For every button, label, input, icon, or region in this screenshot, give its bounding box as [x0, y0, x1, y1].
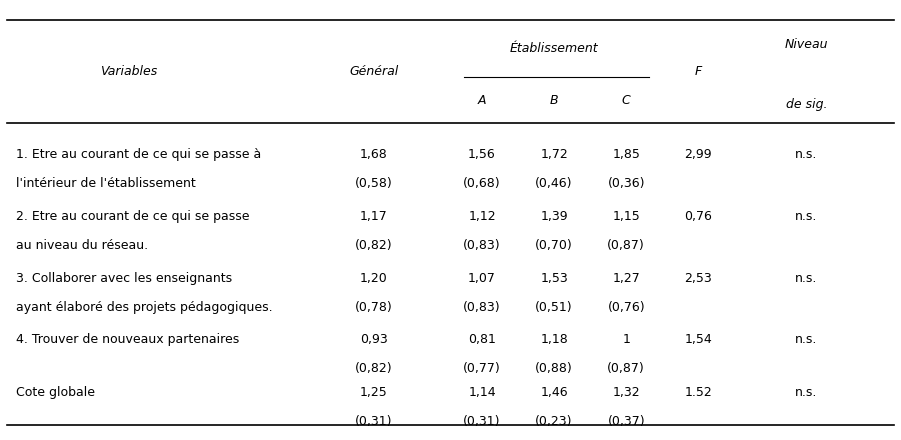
Text: 1,32: 1,32 — [613, 386, 640, 399]
Text: (0,46): (0,46) — [535, 177, 573, 191]
Text: (0,83): (0,83) — [463, 239, 501, 252]
Text: 1,56: 1,56 — [469, 148, 496, 161]
Text: 1: 1 — [623, 333, 630, 346]
Text: (0,37): (0,37) — [607, 415, 645, 428]
Text: Cote globale: Cote globale — [16, 386, 96, 399]
Text: 1,25: 1,25 — [360, 386, 387, 399]
Text: ayant élaboré des projets pédagogiques.: ayant élaboré des projets pédagogiques. — [16, 301, 273, 314]
Text: 1,20: 1,20 — [360, 271, 387, 285]
Text: 1,07: 1,07 — [469, 271, 496, 285]
Text: (0,51): (0,51) — [535, 301, 573, 314]
Text: A: A — [478, 94, 487, 106]
Text: 1,46: 1,46 — [541, 386, 568, 399]
Text: 1,53: 1,53 — [541, 271, 568, 285]
Text: 2,53: 2,53 — [685, 271, 712, 285]
Text: (0,31): (0,31) — [355, 415, 393, 428]
Text: 2,99: 2,99 — [685, 148, 712, 161]
Text: 1,54: 1,54 — [685, 333, 712, 346]
Text: Niveau: Niveau — [785, 37, 828, 51]
Text: (0,23): (0,23) — [535, 415, 573, 428]
Text: 3. Collaborer avec les enseignants: 3. Collaborer avec les enseignants — [16, 271, 232, 285]
Text: 0,93: 0,93 — [360, 333, 387, 346]
Text: (0,68): (0,68) — [463, 177, 501, 191]
Text: 1,18: 1,18 — [541, 333, 568, 346]
Text: Général: Général — [350, 65, 398, 78]
Text: (0,82): (0,82) — [355, 239, 393, 252]
Text: n.s.: n.s. — [796, 148, 817, 161]
Text: n.s.: n.s. — [796, 386, 817, 399]
Text: 1,17: 1,17 — [360, 210, 387, 223]
Text: 0,81: 0,81 — [469, 333, 496, 346]
Text: (0,87): (0,87) — [607, 239, 645, 252]
Text: au niveau du réseau.: au niveau du réseau. — [16, 239, 149, 252]
Text: (0,70): (0,70) — [535, 239, 573, 252]
Text: 1,15: 1,15 — [613, 210, 640, 223]
Text: 1,72: 1,72 — [541, 148, 568, 161]
Text: 1,12: 1,12 — [469, 210, 496, 223]
Text: (0,31): (0,31) — [463, 415, 501, 428]
Text: Établissement: Établissement — [510, 42, 598, 55]
Text: (0,83): (0,83) — [463, 301, 501, 314]
Text: 0,76: 0,76 — [685, 210, 712, 223]
Text: de sig.: de sig. — [786, 98, 827, 111]
Text: B: B — [550, 94, 559, 106]
Text: 1,85: 1,85 — [613, 148, 640, 161]
Text: C: C — [622, 94, 631, 106]
Text: 4. Trouver de nouveaux partenaires: 4. Trouver de nouveaux partenaires — [16, 333, 240, 346]
Text: 2. Etre au courant de ce qui se passe: 2. Etre au courant de ce qui se passe — [16, 210, 250, 223]
Text: n.s.: n.s. — [796, 333, 817, 346]
Text: 1,39: 1,39 — [541, 210, 568, 223]
Text: (0,82): (0,82) — [355, 362, 393, 375]
Text: n.s.: n.s. — [796, 271, 817, 285]
Text: (0,58): (0,58) — [355, 177, 393, 191]
Text: 1. Etre au courant de ce qui se passe à: 1. Etre au courant de ce qui se passe à — [16, 148, 261, 161]
Text: Variables: Variables — [100, 65, 158, 78]
Text: 1,68: 1,68 — [360, 148, 387, 161]
Text: l'intérieur de l'établissement: l'intérieur de l'établissement — [16, 177, 196, 191]
Text: F: F — [695, 65, 702, 78]
Text: 1,14: 1,14 — [469, 386, 496, 399]
Text: (0,88): (0,88) — [535, 362, 573, 375]
Text: (0,36): (0,36) — [607, 177, 645, 191]
Text: (0,87): (0,87) — [607, 362, 645, 375]
Text: (0,78): (0,78) — [355, 301, 393, 314]
Text: (0,76): (0,76) — [607, 301, 645, 314]
Text: n.s.: n.s. — [796, 210, 817, 223]
Text: (0,77): (0,77) — [463, 362, 501, 375]
Text: 1.52: 1.52 — [685, 386, 712, 399]
Text: 1,27: 1,27 — [613, 271, 640, 285]
